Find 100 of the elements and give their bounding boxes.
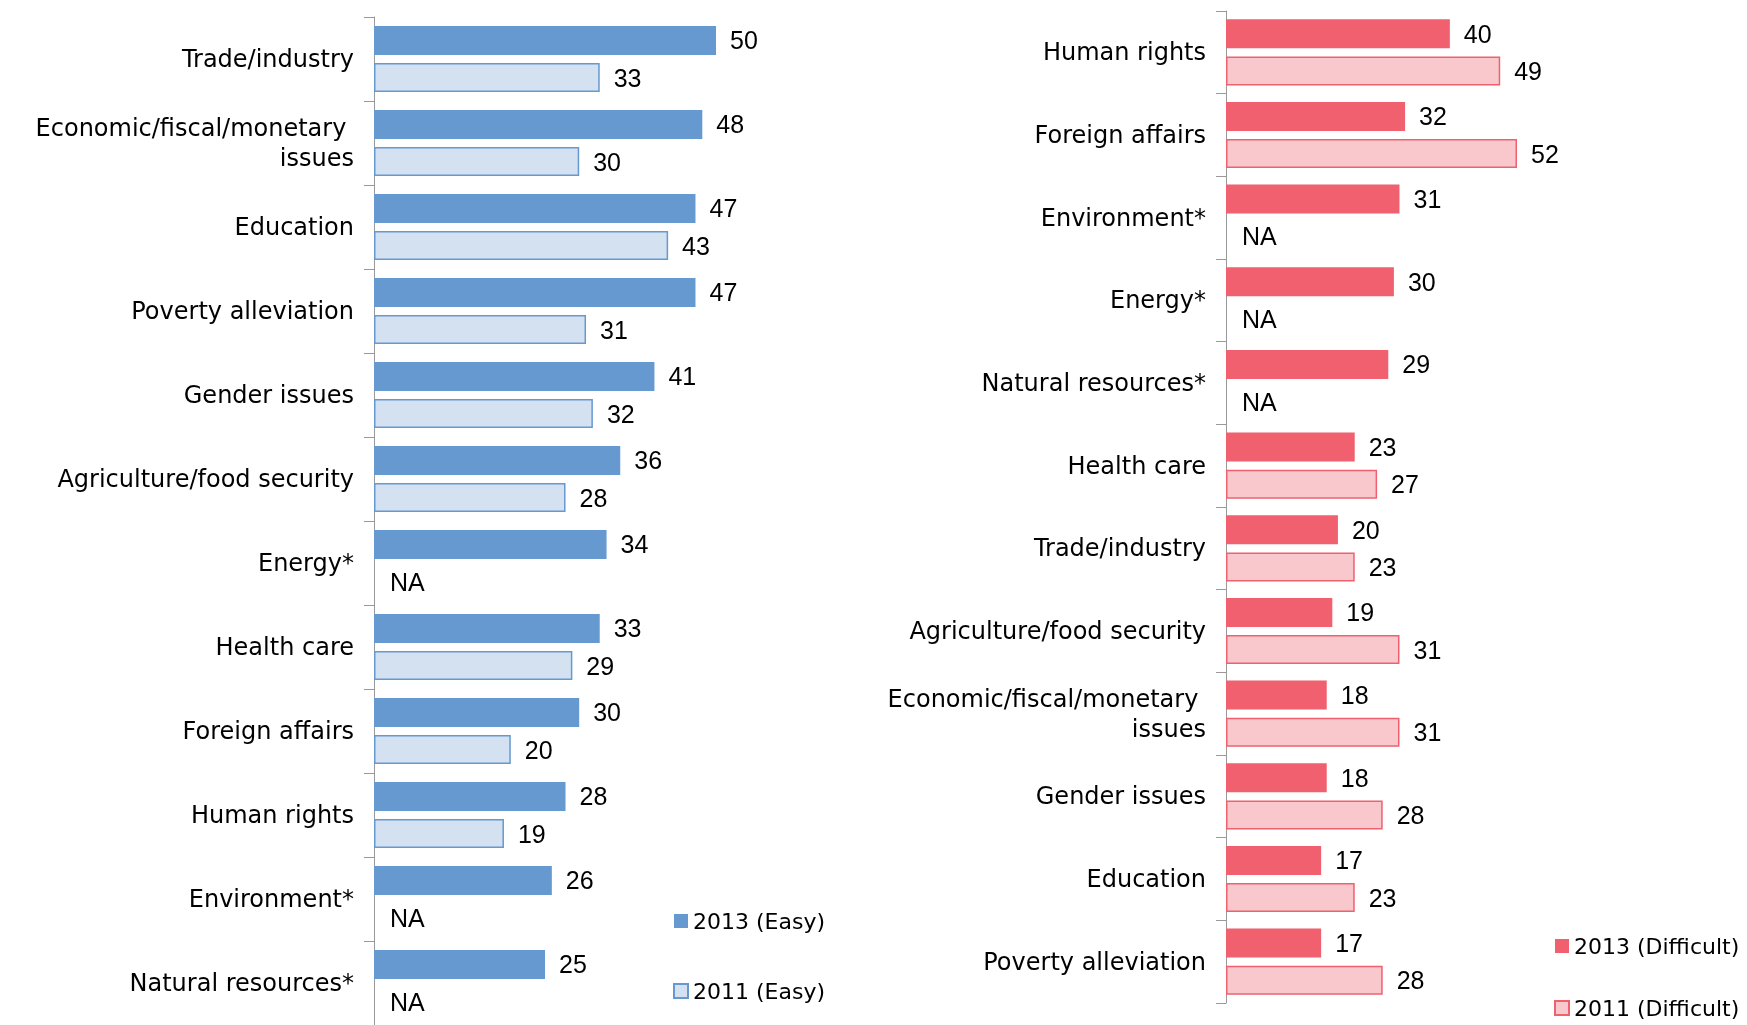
y-tick-label: Poverty alleviation <box>983 947 1206 976</box>
bar <box>1226 139 1517 169</box>
data-label: 17 <box>1335 929 1363 958</box>
data-label: 23 <box>1368 883 1397 912</box>
data-label: 40 <box>1463 19 1492 48</box>
bar <box>374 819 504 849</box>
y-tick-label: Energy* <box>257 549 354 577</box>
bar <box>374 949 545 979</box>
bar <box>374 63 600 93</box>
data-label: 31 <box>600 315 628 344</box>
y-tick-label: Energy* <box>1109 286 1206 315</box>
data-label: 47 <box>709 278 738 307</box>
legend-label: 2011 (Easy) <box>693 978 826 1004</box>
y-tick-label: Trade/industry <box>1032 534 1206 563</box>
bar <box>374 109 703 139</box>
bar <box>1226 19 1450 49</box>
data-label: 52 <box>1531 139 1559 168</box>
data-label: 31 <box>1413 185 1442 214</box>
bar <box>374 735 511 765</box>
data-label: 41 <box>668 362 697 391</box>
data-label: 48 <box>716 110 745 139</box>
bar <box>374 315 587 345</box>
text: NA <box>390 903 425 932</box>
y-tick-label: Economic/fiscal/monetary issues <box>887 684 1206 743</box>
bar <box>374 865 552 895</box>
bar <box>1226 552 1355 582</box>
bar <box>374 193 696 223</box>
bar <box>1226 184 1400 214</box>
text: NA <box>390 987 425 1016</box>
y-tick-label: Education <box>1086 865 1206 893</box>
text: NA <box>1242 304 1277 333</box>
data-label: 30 <box>593 698 622 727</box>
data-label: 25 <box>559 950 587 979</box>
bar <box>1226 101 1406 131</box>
data-label: 18 <box>1340 763 1369 792</box>
data-label: 30 <box>1407 267 1436 296</box>
bar <box>374 483 566 513</box>
data-label: 28 <box>1396 800 1425 829</box>
bar <box>374 277 696 307</box>
data-label: 49 <box>1514 56 1543 85</box>
data-label: 17 <box>1335 846 1363 875</box>
data-label: 47 <box>709 194 738 223</box>
bar <box>1226 845 1322 875</box>
bar <box>1226 965 1383 995</box>
data-label: 32 <box>1419 102 1447 131</box>
bar <box>1226 515 1338 545</box>
bar <box>374 651 573 681</box>
bar <box>374 445 621 475</box>
bar <box>1226 267 1394 297</box>
data-label: 28 <box>1396 966 1425 995</box>
bar <box>1226 717 1400 747</box>
data-label: 30 <box>593 147 622 176</box>
y-tick-label: Environment* <box>188 885 354 913</box>
bar <box>374 231 669 261</box>
data-label: 27 <box>1391 470 1419 499</box>
y-tick-label: Gender issues <box>183 381 354 409</box>
y-tick-label: Human rights <box>190 801 354 829</box>
bar <box>374 361 655 391</box>
bar <box>1226 680 1327 710</box>
data-label: 33 <box>613 63 642 92</box>
bar <box>374 697 580 727</box>
data-label: 29 <box>586 651 615 680</box>
y-tick-label: Foreign affairs <box>1034 121 1206 149</box>
data-label: 20 <box>524 735 553 764</box>
data-label: 31 <box>1413 635 1442 664</box>
y-tick-label: Agriculture/food security <box>57 465 354 493</box>
bar <box>374 613 600 643</box>
y-tick-label: Agriculture/food security <box>909 617 1206 645</box>
data-label: 28 <box>579 782 608 811</box>
data-label: 50 <box>730 26 758 55</box>
data-label: 23 <box>1368 552 1397 581</box>
text: NA <box>1242 387 1277 416</box>
data-label: 29 <box>1402 350 1431 379</box>
y-tick-label: Economic/fiscal/monetary issues <box>35 114 354 172</box>
y-tick-label: Gender issues <box>1035 782 1206 811</box>
bar <box>1226 432 1355 462</box>
bar <box>1226 635 1400 665</box>
data-label: 34 <box>620 530 649 559</box>
legend-label: 2013 (Difficult) <box>1574 933 1740 959</box>
data-label: 26 <box>565 866 594 895</box>
data-label: 19 <box>1346 598 1375 627</box>
y-tick-label: Foreign affairs <box>182 717 354 745</box>
bar <box>374 529 607 559</box>
data-label: 33 <box>613 614 642 643</box>
bar <box>1226 349 1389 379</box>
data-label: 36 <box>634 446 663 475</box>
y-tick-label: Poverty alleviation <box>131 297 354 325</box>
legend-label: 2013 (Easy) <box>693 908 826 934</box>
bar <box>374 147 580 177</box>
bar <box>1226 928 1322 958</box>
y-tick-label: Natural resources* <box>981 369 1206 397</box>
data-label: 20 <box>1351 515 1380 544</box>
y-tick-label: Natural resources* <box>129 969 354 997</box>
bar <box>374 399 593 429</box>
bar <box>1226 469 1378 499</box>
bar <box>374 25 716 55</box>
y-tick-label: Environment* <box>1040 203 1206 232</box>
legend-label: 2011 (Difficult) <box>1574 995 1740 1021</box>
data-label: 43 <box>682 231 710 260</box>
bar <box>1226 597 1333 627</box>
